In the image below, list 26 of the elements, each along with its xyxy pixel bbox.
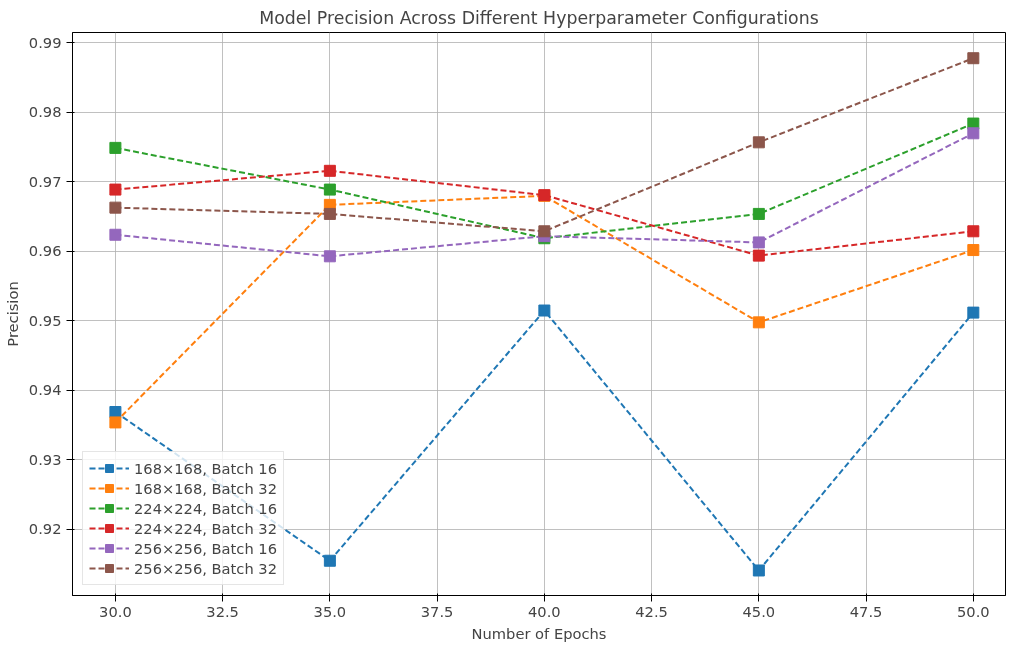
y-tick-label: 0.93 bbox=[28, 450, 62, 468]
legend-label: 168×168, Batch 16 bbox=[134, 459, 277, 477]
x-tick-label: 32.5 bbox=[206, 602, 239, 620]
y-tick-label: 0.99 bbox=[28, 33, 62, 51]
x-tick-label: 30.0 bbox=[99, 602, 132, 620]
chart-title: Model Precision Across Different Hyperparameter Configurations bbox=[259, 7, 819, 28]
x-tick-label: 40.0 bbox=[528, 602, 561, 620]
y-tick-label: 0.95 bbox=[28, 311, 62, 329]
y-tick-label: 0.92 bbox=[28, 520, 62, 538]
legend-label: 168×168, Batch 32 bbox=[134, 479, 277, 497]
legend-label: 256×256, Batch 16 bbox=[134, 539, 277, 557]
y-tick-label: 0.97 bbox=[28, 172, 62, 190]
x-axis-title: Number of Epochs bbox=[471, 624, 607, 642]
x-tick-label: 37.5 bbox=[420, 602, 454, 620]
legend-label: 224×224, Batch 32 bbox=[134, 519, 277, 537]
y-tick-label: 0.96 bbox=[28, 242, 62, 260]
x-tick-label: 42.5 bbox=[635, 602, 668, 620]
legend-label: 224×224, Batch 16 bbox=[134, 499, 277, 517]
x-tick-label: 47.5 bbox=[849, 602, 883, 620]
y-tick-label: 0.98 bbox=[28, 103, 62, 121]
y-axis-title: Precision bbox=[3, 281, 21, 347]
y-tick-label: 0.94 bbox=[28, 381, 62, 399]
legend-label: 256×256, Batch 32 bbox=[134, 559, 277, 577]
x-tick-label: 35.0 bbox=[313, 602, 347, 620]
x-tick-label: 50.0 bbox=[957, 602, 990, 620]
x-tick-label: 45.0 bbox=[742, 602, 776, 620]
